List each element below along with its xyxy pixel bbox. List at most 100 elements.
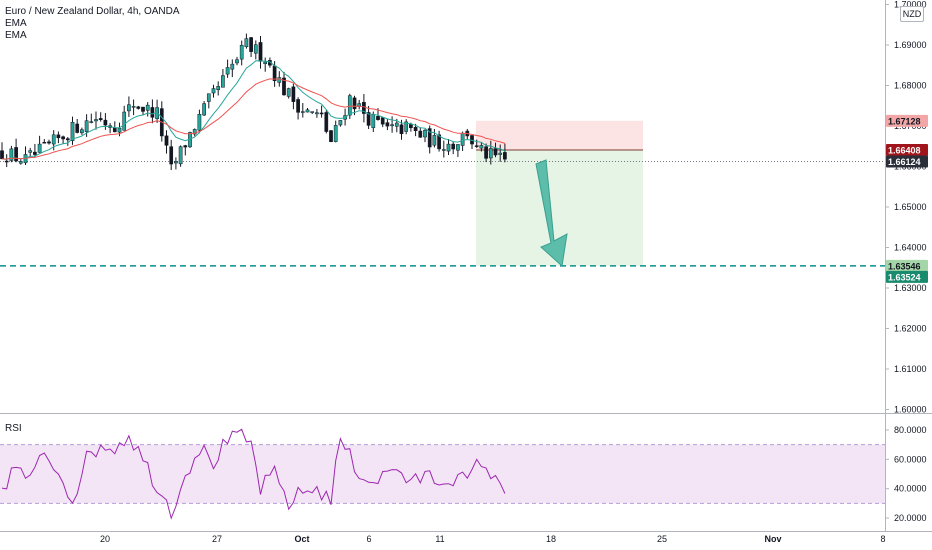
candle-up bbox=[145, 104, 150, 111]
ema-slow-line bbox=[1, 78, 506, 160]
candle-up bbox=[18, 161, 23, 164]
target-price-tag-bg bbox=[886, 259, 928, 272]
candle-up bbox=[94, 119, 98, 122]
candle-down bbox=[249, 37, 253, 52]
currency-badge[interactable]: NZD bbox=[900, 6, 924, 22]
candle-up bbox=[460, 133, 465, 146]
candle-up bbox=[89, 121, 94, 123]
time-axis: 20 27 Oct 6 11 18 25 Nov 8 bbox=[100, 534, 886, 544]
time-tick-label: Nov bbox=[764, 534, 781, 544]
legend-title[interactable]: Euro / New Zealand Dollar, 4h, OANDA bbox=[5, 6, 180, 17]
price-tick-label: 1.63000 bbox=[894, 283, 927, 293]
candle-up bbox=[70, 121, 75, 141]
candle-up bbox=[263, 61, 268, 64]
candle-up bbox=[244, 38, 249, 48]
candle-down bbox=[362, 102, 366, 114]
candle-up bbox=[446, 143, 451, 152]
rsi-tick-label: 60.0000 bbox=[894, 454, 927, 464]
candle-down bbox=[141, 106, 145, 112]
legend-ema-2[interactable]: EMA bbox=[5, 30, 27, 41]
candle-down bbox=[484, 146, 488, 159]
last-price-tag-label: 1.66124 bbox=[888, 157, 921, 167]
rsi-tick-label: 20.0000 bbox=[894, 513, 927, 523]
candle-up bbox=[127, 104, 131, 112]
candle-up bbox=[390, 124, 394, 127]
price-tick-label: 1.69000 bbox=[894, 40, 927, 50]
candle-down bbox=[47, 141, 51, 144]
legend-ema-1[interactable]: EMA bbox=[5, 18, 27, 29]
entry-price-tag-bg bbox=[886, 143, 928, 156]
candle-up bbox=[174, 161, 178, 164]
candle-up bbox=[192, 129, 197, 135]
candle-down bbox=[503, 152, 507, 160]
candle-up bbox=[498, 152, 503, 155]
candle-up bbox=[441, 149, 446, 151]
time-tick-label: 8 bbox=[880, 534, 885, 544]
candle-down bbox=[474, 145, 479, 147]
rsi-line bbox=[1, 428, 506, 520]
price-tick-label: 1.70000 bbox=[894, 0, 927, 10]
candle-up bbox=[488, 148, 493, 159]
time-tick-label: 27 bbox=[212, 534, 222, 544]
candle-down bbox=[366, 112, 371, 126]
candle-up bbox=[178, 146, 183, 165]
candle-up bbox=[305, 109, 310, 113]
candle-up bbox=[286, 88, 291, 97]
candle-down bbox=[324, 112, 329, 132]
candle-up bbox=[432, 135, 437, 146]
candle-down bbox=[183, 145, 188, 148]
candle-down bbox=[352, 97, 357, 110]
candle-down bbox=[65, 138, 70, 141]
candle-down bbox=[451, 143, 456, 150]
stop-loss-zone bbox=[476, 120, 643, 150]
candle-down bbox=[75, 123, 80, 133]
candle-down bbox=[103, 119, 108, 126]
candle-up bbox=[423, 129, 427, 138]
candle-down bbox=[427, 128, 432, 148]
candle-up bbox=[456, 144, 460, 151]
candle-down bbox=[282, 77, 286, 96]
candle-up bbox=[235, 59, 239, 64]
price-tick-label: 1.68000 bbox=[894, 81, 927, 91]
candle-up bbox=[206, 93, 211, 102]
time-tick-label: 20 bbox=[100, 534, 110, 544]
candle-down bbox=[169, 146, 174, 165]
time-tick-label: 6 bbox=[366, 534, 371, 544]
candle-down bbox=[272, 65, 277, 82]
stop-price-tag-bg bbox=[886, 114, 928, 127]
candle-down bbox=[14, 147, 18, 162]
stop-price-tag-label: 1.67128 bbox=[888, 116, 921, 126]
candle-down bbox=[329, 130, 333, 142]
candle-up bbox=[479, 145, 484, 149]
candle-down bbox=[296, 99, 300, 113]
candle-down bbox=[413, 126, 418, 131]
candle-up bbox=[117, 127, 122, 133]
candle-down bbox=[380, 117, 385, 125]
candle-down bbox=[112, 127, 117, 133]
candle-down bbox=[291, 86, 296, 102]
candles-group bbox=[0, 33, 507, 171]
target2-price-tag-label: 1.63524 bbox=[888, 272, 921, 282]
candle-down bbox=[61, 136, 65, 140]
candle-down bbox=[150, 107, 155, 118]
candle-up bbox=[394, 122, 399, 127]
target2-price-tag-bg bbox=[886, 270, 928, 283]
candle-up bbox=[225, 67, 230, 75]
candle-up bbox=[315, 112, 319, 115]
time-tick-label: 11 bbox=[435, 534, 444, 544]
candle-down bbox=[376, 116, 380, 120]
legend: Euro / New Zealand Dollar, 4h, OANDA EMA… bbox=[5, 6, 180, 42]
candle-down bbox=[437, 134, 441, 150]
candle-down bbox=[385, 122, 390, 127]
time-tick-label: 18 bbox=[546, 534, 556, 544]
rsi-band bbox=[0, 444, 885, 504]
candle-up bbox=[239, 44, 244, 60]
rsi-tick-label: 80.0000 bbox=[894, 425, 927, 435]
candle-up bbox=[84, 120, 89, 132]
last-price-tag-bg bbox=[886, 155, 928, 168]
candle-down bbox=[493, 148, 498, 156]
rsi-legend[interactable]: RSI bbox=[5, 423, 22, 434]
candle-up bbox=[37, 143, 42, 153]
